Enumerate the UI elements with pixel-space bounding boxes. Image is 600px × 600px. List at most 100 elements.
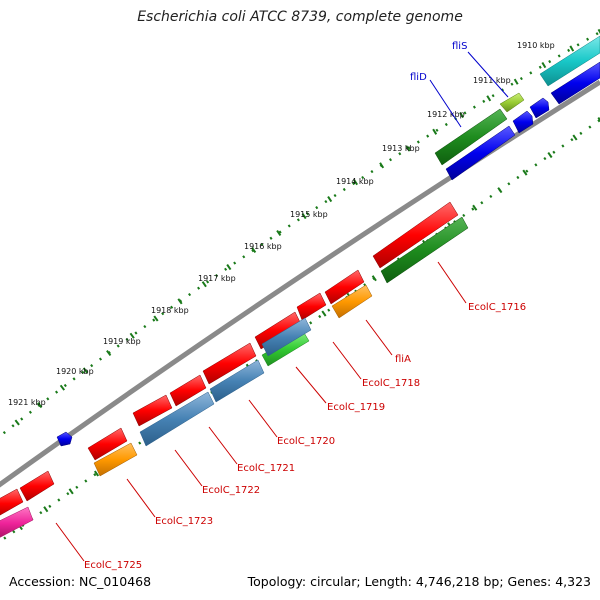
inner-tick — [43, 506, 49, 513]
outer-tick — [379, 162, 385, 169]
gene-EcolC_1716[interactable] — [380, 216, 469, 284]
leader-EcolC_1716 — [437, 261, 467, 304]
outer-tick — [251, 246, 257, 254]
leader-EcolC_1723 — [126, 478, 156, 518]
accession-text: Accession: NC_010468 — [9, 574, 152, 589]
kbp-label-1912: 1912 kbp — [427, 110, 465, 119]
gene-red-f[interactable] — [132, 394, 173, 427]
kbp-labels: 1910 kbp 1911 kbp 1912 kbp 1913 kbp 1914… — [8, 41, 555, 407]
outer-tick — [569, 45, 575, 52]
outer-tick — [37, 402, 43, 409]
leader-EcolC_1720 — [248, 399, 278, 438]
leader-EcolC_1719 — [295, 366, 327, 404]
outer-tick — [301, 212, 307, 220]
gene-labels: fliS fliD fliA EcolC_1716 EcolC_1718 Eco… — [84, 41, 526, 571]
gene-label-EcolC_1725: EcolC_1725 — [84, 560, 142, 571]
gene-red-e[interactable] — [169, 374, 207, 407]
outer-tick — [597, 28, 600, 34]
kbp-label-1919: 1919 kbp — [103, 337, 141, 346]
map-title: Escherichia coli ATCC 8739, complete gen… — [137, 9, 463, 25]
gene-EcolC_1719-steel[interactable] — [261, 317, 312, 357]
outer-tick — [106, 350, 112, 357]
inner-tick — [472, 204, 478, 211]
outer-tick — [327, 196, 333, 203]
outer-tick — [405, 145, 411, 152]
inner-tick — [522, 169, 528, 176]
kbp-label-1917: 1917 kbp — [198, 274, 236, 283]
gene-label-EcolC_1723: EcolC_1723 — [155, 516, 213, 527]
gene-fliA[interactable] — [331, 284, 373, 319]
gene-label-EcolC_1719: EcolC_1719 — [327, 402, 385, 413]
gene-red-i[interactable] — [0, 488, 24, 518]
leader-fliA — [365, 319, 393, 356]
inner-tick — [68, 488, 74, 495]
gene-label-EcolC_1722: EcolC_1722 — [202, 485, 260, 496]
gene-label-EcolC_1720: EcolC_1720 — [277, 436, 335, 447]
gene-label-fliS: fliS — [452, 41, 467, 52]
topology-text: Topology: circular; Length: 4,746,218 bp… — [247, 574, 591, 589]
inner-tick — [371, 275, 377, 282]
outer-major-ticks — [14, 28, 600, 426]
outer-tick — [432, 128, 438, 135]
inner-tick — [93, 470, 100, 477]
kbp-label-1913: 1913 kbp — [382, 144, 420, 153]
outer-tick — [541, 61, 547, 69]
gene-red-b[interactable] — [296, 292, 327, 321]
kbp-label-1910: 1910 kbp — [517, 41, 555, 50]
kbp-label-1915: 1915 kbp — [290, 210, 328, 219]
gene-blue-arrow-1[interactable] — [529, 97, 550, 119]
gene-EcolC_1725-magenta[interactable] — [0, 506, 34, 540]
gene-cyan-top[interactable] — [539, 35, 600, 87]
leader-EcolC_1721 — [208, 426, 238, 465]
gene-red-1715[interactable] — [372, 201, 459, 269]
outer-tick — [129, 332, 135, 339]
outer-tick-track — [0, 30, 600, 438]
outer-strand-features — [0, 35, 600, 518]
gene-label-EcolC_1721: EcolC_1721 — [237, 463, 295, 474]
leader-fliD — [429, 79, 462, 128]
gene-red-g[interactable] — [87, 427, 128, 461]
inner-tick — [572, 134, 578, 141]
kbp-label-1911: 1911 kbp — [473, 76, 511, 85]
leader-EcolC_1725 — [55, 522, 85, 562]
gene-label-EcolC_1718: EcolC_1718 — [362, 378, 420, 389]
outer-tick — [153, 315, 159, 322]
gene-EcolC_1723-orange[interactable] — [93, 442, 138, 477]
gene-red-h[interactable] — [19, 470, 55, 502]
outer-tick — [486, 95, 492, 102]
gene-red-d[interactable] — [202, 342, 257, 385]
kbp-label-1918: 1918 kbp — [151, 306, 189, 315]
label-leader-lines — [55, 51, 509, 562]
inner-tick — [547, 152, 553, 159]
gene-fliD[interactable] — [434, 108, 508, 166]
gene-blue-small-left[interactable] — [56, 431, 73, 447]
outer-tick — [513, 78, 519, 85]
kbp-label-1921: 1921 kbp — [8, 398, 46, 407]
inner-tick — [321, 310, 327, 317]
inner-strand-features — [0, 216, 469, 540]
outer-tick — [59, 384, 66, 391]
gene-blue-arrow-2[interactable] — [512, 110, 534, 134]
kbp-label-1914: 1914 kbp — [336, 177, 374, 186]
gene-blue-top-right[interactable] — [550, 61, 600, 105]
inner-tick — [597, 116, 600, 122]
gene-red-a[interactable] — [324, 269, 365, 305]
inner-tick — [497, 187, 503, 194]
gene-blue-mid[interactable] — [445, 125, 516, 181]
outer-tick — [276, 229, 282, 237]
genome-backbone — [0, 79, 600, 488]
gene-fliS[interactable] — [499, 92, 525, 113]
gene-EcolC_1721-steel[interactable] — [139, 391, 215, 447]
gene-EcolC_1720-steel[interactable] — [209, 359, 265, 403]
outer-tick — [226, 264, 232, 271]
gene-label-EcolC_1716: EcolC_1716 — [468, 302, 526, 313]
outer-tick — [177, 298, 183, 305]
leader-EcolC_1718 — [332, 341, 362, 380]
outer-tick — [353, 179, 359, 186]
outer-tick — [201, 281, 207, 288]
outer-tick — [459, 111, 465, 119]
kbp-label-1920: 1920 kbp — [56, 367, 94, 376]
kbp-label-1916: 1916 kbp — [244, 242, 282, 251]
gene-label-fliA: fliA — [395, 354, 411, 365]
